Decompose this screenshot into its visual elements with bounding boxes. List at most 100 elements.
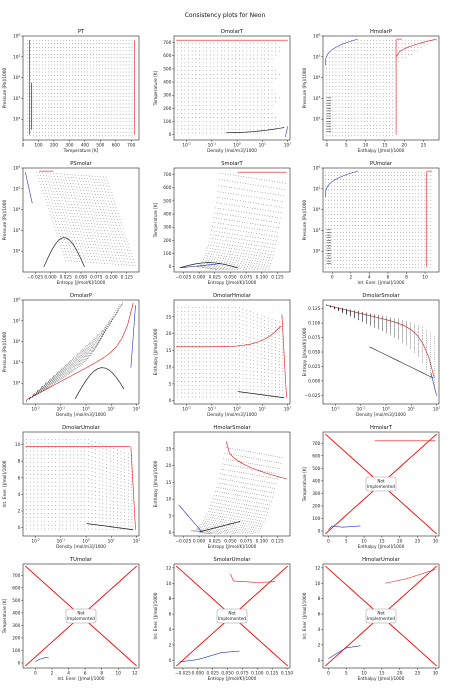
data-point xyxy=(277,231,279,233)
data-point xyxy=(343,193,344,194)
data-point xyxy=(108,185,110,187)
data-point xyxy=(75,257,77,259)
data-point xyxy=(43,184,45,185)
data-point xyxy=(253,232,255,234)
data-point xyxy=(364,210,365,212)
data-point xyxy=(325,232,326,233)
data-point xyxy=(205,259,207,261)
data-point xyxy=(242,265,243,266)
data-point xyxy=(53,190,55,192)
data-point xyxy=(252,190,253,192)
data-point xyxy=(119,228,121,230)
data-point xyxy=(357,39,359,41)
data-point xyxy=(270,210,272,212)
data-point xyxy=(87,187,89,189)
data-point xyxy=(427,256,429,258)
data-point xyxy=(401,43,403,45)
data-point xyxy=(66,124,67,126)
data-point xyxy=(42,172,43,173)
data-point xyxy=(334,221,335,223)
data-point xyxy=(63,110,64,112)
data-point xyxy=(340,253,341,254)
data-point xyxy=(229,219,230,221)
data-point xyxy=(109,221,111,223)
data-point xyxy=(264,215,266,216)
data-point xyxy=(206,81,207,83)
data-point xyxy=(388,253,389,254)
data-point xyxy=(206,120,207,122)
data-point xyxy=(98,103,100,105)
data-point xyxy=(389,43,390,45)
data-point xyxy=(392,71,393,73)
data-point xyxy=(258,185,259,186)
data-point xyxy=(236,266,237,267)
data-point xyxy=(271,97,273,99)
data-point xyxy=(125,261,127,263)
data-point xyxy=(61,224,63,225)
data-point xyxy=(255,219,257,220)
data-point xyxy=(326,124,327,126)
data-point xyxy=(99,238,100,240)
data-point xyxy=(382,121,384,122)
data-point xyxy=(409,253,411,254)
data-point xyxy=(418,239,420,240)
data-point xyxy=(389,89,390,91)
data-point xyxy=(328,267,329,269)
data-point xyxy=(242,58,244,60)
data-point xyxy=(42,78,43,80)
data-point xyxy=(328,182,329,184)
data-point xyxy=(222,260,223,261)
data-point xyxy=(403,267,405,269)
data-point xyxy=(80,213,81,215)
data-point xyxy=(66,135,67,137)
data-point xyxy=(73,186,75,188)
data-point xyxy=(228,58,229,60)
data-point xyxy=(360,89,362,91)
data-point xyxy=(116,243,118,244)
data-point xyxy=(376,242,377,244)
data-point xyxy=(210,234,212,235)
data-point xyxy=(228,128,229,130)
data-point xyxy=(370,239,371,240)
data-point xyxy=(264,97,266,99)
data-point xyxy=(346,267,347,269)
data-point xyxy=(249,120,251,122)
data-point xyxy=(108,200,109,202)
data-point xyxy=(264,128,266,130)
data-point xyxy=(338,121,340,122)
data-point xyxy=(415,196,417,198)
data-point xyxy=(247,247,249,249)
data-point xyxy=(116,135,118,137)
data-point xyxy=(249,207,251,209)
data-point xyxy=(358,232,359,233)
data-point xyxy=(412,210,414,212)
y-tick-label: 700 xyxy=(163,172,171,178)
data-point xyxy=(370,103,371,105)
data-point xyxy=(202,78,204,79)
data-point xyxy=(78,121,79,122)
data-point xyxy=(217,54,218,56)
data-point xyxy=(133,262,135,263)
data-point xyxy=(125,246,127,248)
data-point xyxy=(104,68,106,69)
data-point xyxy=(233,174,234,176)
data-point xyxy=(81,121,82,122)
data-point xyxy=(207,268,208,269)
data-point xyxy=(218,255,220,256)
data-point xyxy=(214,242,215,243)
data-point xyxy=(51,75,52,76)
data-point xyxy=(177,128,178,130)
data-point xyxy=(224,93,226,95)
data-point xyxy=(219,252,221,254)
x-tick-label: 700 xyxy=(127,143,135,149)
data-point xyxy=(235,120,237,122)
data-point xyxy=(42,100,43,101)
data-point xyxy=(197,266,199,268)
data-point xyxy=(214,212,216,214)
data-point xyxy=(404,50,406,52)
data-point xyxy=(341,135,343,137)
data-point xyxy=(97,185,99,186)
data-point xyxy=(364,175,365,177)
data-point xyxy=(232,261,234,263)
data-point xyxy=(358,246,359,247)
